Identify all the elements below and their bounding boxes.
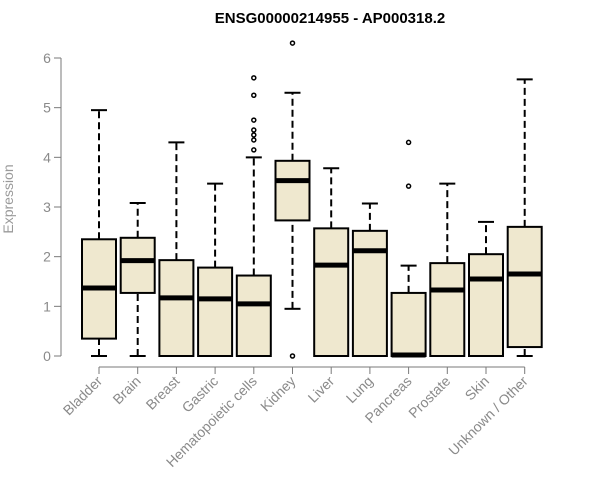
outlier-point xyxy=(251,147,257,153)
iqr-box xyxy=(235,274,272,358)
y-tick-label: 0 xyxy=(43,348,51,364)
box-skin xyxy=(468,220,504,357)
outlier-point xyxy=(251,132,257,138)
box-hematopoietic-cells xyxy=(235,75,272,358)
box-lung xyxy=(351,202,388,357)
outlier-point xyxy=(251,137,257,143)
box-unknown-other xyxy=(506,78,543,357)
iqr-box xyxy=(390,291,427,358)
x-tick-label: Brain xyxy=(109,373,143,407)
box-bladder xyxy=(81,109,117,357)
box-breast xyxy=(158,141,195,358)
y-tick-label: 2 xyxy=(43,249,51,265)
outlier-point xyxy=(251,92,257,98)
iqr-box xyxy=(197,266,234,357)
x-tick-label: Lung xyxy=(343,373,376,406)
box-prostate xyxy=(429,182,466,357)
y-tick-label: 5 xyxy=(43,100,51,116)
box-gastric xyxy=(197,182,234,357)
outlier-point xyxy=(405,139,412,146)
y-tick-label: 4 xyxy=(43,149,51,165)
x-tick-label: Liver xyxy=(305,373,338,406)
iqr-box xyxy=(274,159,311,222)
iqr-box xyxy=(158,259,195,358)
iqr-box xyxy=(313,227,350,358)
y-axis: 0 1 2 3 4 5 6 xyxy=(43,50,62,364)
iqr-box xyxy=(119,236,156,294)
box-brain xyxy=(119,202,156,357)
x-tick-label: Bladder xyxy=(60,373,106,419)
y-tick-label: 6 xyxy=(43,50,51,66)
x-tick-label: Kidney xyxy=(257,373,299,415)
iqr-box xyxy=(429,262,466,357)
x-tick-label: Breast xyxy=(143,373,183,413)
y-axis-label: Expression xyxy=(0,164,16,233)
x-tick-label: Prostate xyxy=(405,373,453,421)
outlier-point xyxy=(405,183,412,189)
outlier-point xyxy=(251,117,257,123)
box-pancreas xyxy=(390,139,427,358)
y-tick-label: 3 xyxy=(43,199,51,215)
y-tick-label: 1 xyxy=(43,298,51,314)
outlier-point xyxy=(289,353,296,359)
outlier-point xyxy=(251,75,257,81)
outlier-point xyxy=(289,40,296,46)
iqr-box xyxy=(506,225,543,349)
x-tick-label: Skin xyxy=(462,373,493,404)
chart-title: ENSG00000214955 - AP000318.2 xyxy=(215,10,445,27)
box-kidney xyxy=(274,40,311,359)
outlier-point xyxy=(251,127,257,133)
boxes-group xyxy=(81,40,543,359)
iqr-box xyxy=(468,253,504,357)
box-liver xyxy=(313,167,350,358)
